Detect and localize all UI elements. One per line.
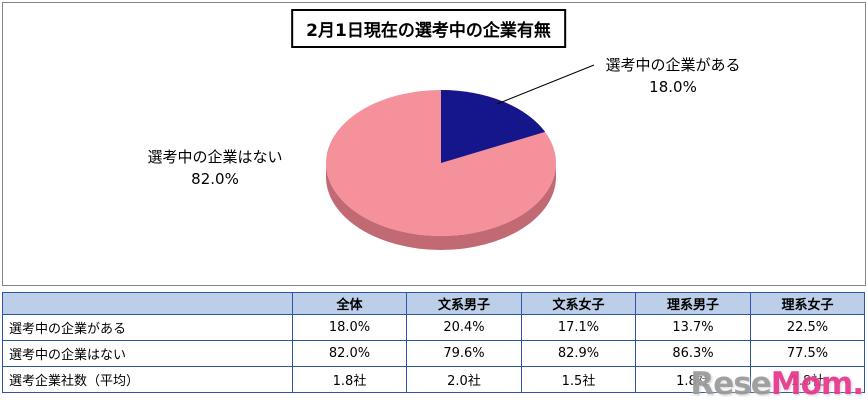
chart-title: 2月1日現在の選考中の企業有無 xyxy=(291,9,566,48)
cell-value: 1.5社 xyxy=(521,366,636,393)
cell-value: 82.9% xyxy=(521,340,636,367)
watermark-pink-text: Mom xyxy=(770,366,853,402)
pie-side-rim xyxy=(326,163,556,250)
pie-chart xyxy=(326,64,595,250)
table-row-aru: 選考中の企業がある 18.0% 20.4% 17.1% 13.7% 22.5% xyxy=(2,314,865,341)
cell-value: 79.6% xyxy=(406,340,522,367)
cell-value: 22.5% xyxy=(750,314,865,341)
cell-value: 1.8社 xyxy=(292,366,407,393)
pie-slice-aru xyxy=(441,89,546,163)
slice-label-aru-value: 18.0% xyxy=(649,77,697,96)
slice-label-nai: 選考中の企業はない 82.0% xyxy=(125,147,305,191)
header-cell-rikei-danshi: 理系男子 xyxy=(635,292,751,315)
resemom-watermark: ReseMom. xyxy=(690,366,864,402)
slice-label-nai-text: 選考中の企業はない xyxy=(147,148,283,166)
header-cell-zentai: 全体 xyxy=(292,292,407,315)
table-row-nai: 選考中の企業はない 82.0% 79.6% 82.9% 86.3% 77.5% xyxy=(2,340,865,367)
cell-value: 77.5% xyxy=(750,340,865,367)
header-cell-rowlabel xyxy=(2,292,293,315)
results-table: 全体 文系男子 文系女子 理系男子 理系女子 選考中の企業がある 18.0% 2… xyxy=(2,292,865,393)
header-cell-bunkei-joshi: 文系女子 xyxy=(521,292,636,315)
row-label: 選考中の企業がある xyxy=(2,314,293,341)
row-label: 選考中の企業はない xyxy=(2,340,293,367)
cell-value: 1.8社 xyxy=(750,366,865,393)
cell-value: 20.4% xyxy=(406,314,522,341)
cell-value: 13.7% xyxy=(635,314,751,341)
header-cell-bunkei-danshi: 文系男子 xyxy=(406,292,522,315)
watermark-dot: . xyxy=(852,366,864,402)
watermark-gray-text: Rese xyxy=(690,366,771,402)
table-row-shasu: 選考企業社数（平均） 1.8社 2.0社 1.5社 1.8社 1.8社 xyxy=(2,366,865,393)
header-cell-rikei-joshi: 理系女子 xyxy=(750,292,865,315)
cell-value: 17.1% xyxy=(521,314,636,341)
cell-value: 86.3% xyxy=(635,340,751,367)
cell-value: 1.8社 xyxy=(635,366,751,393)
table-header-row: 全体 文系男子 文系女子 理系男子 理系女子 xyxy=(2,292,865,315)
slice-label-aru: 選考中の企業がある 18.0% xyxy=(588,55,758,99)
chart-panel: 2月1日現在の選考中の企業有無 選考中の企業がある 18.0% 選考中の企業はな… xyxy=(2,2,866,286)
row-label: 選考企業社数（平均） xyxy=(2,366,293,393)
cell-value: 82.0% xyxy=(292,340,407,367)
slice-label-nai-value: 82.0% xyxy=(191,169,239,188)
cell-value: 18.0% xyxy=(292,314,407,341)
leader-line xyxy=(496,64,595,105)
cell-value: 2.0社 xyxy=(406,366,522,393)
slice-label-aru-text: 選考中の企業がある xyxy=(605,56,741,74)
